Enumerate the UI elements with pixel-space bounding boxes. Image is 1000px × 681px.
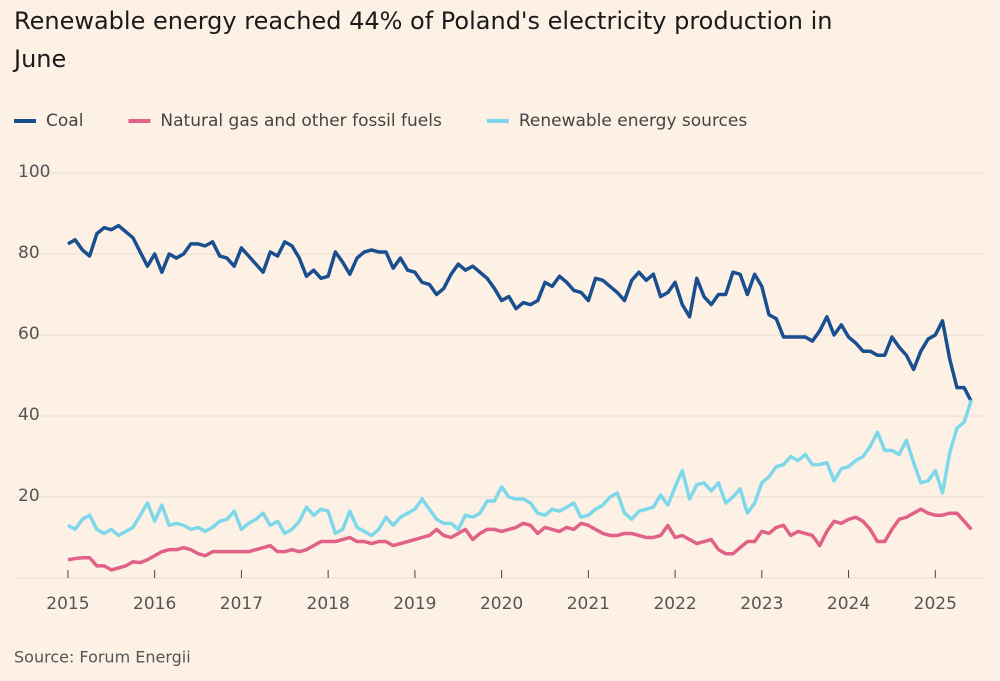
line bbox=[67, 507, 973, 572]
legend-label: Renewable energy sources bbox=[519, 111, 748, 131]
y-tick-label: 20 bbox=[18, 486, 40, 506]
x-tick-label: 2016 bbox=[133, 594, 176, 614]
line bbox=[67, 399, 974, 538]
legend-label: Coal bbox=[46, 111, 83, 131]
x-tick-label: 2021 bbox=[567, 594, 610, 614]
x-tick-label: 2015 bbox=[46, 594, 89, 614]
x-tick-label: 2020 bbox=[480, 594, 523, 614]
x-tick-label: 2018 bbox=[307, 594, 350, 614]
chart-title: June bbox=[12, 45, 66, 73]
y-tick-label: 60 bbox=[18, 324, 40, 344]
line bbox=[67, 223, 974, 403]
y-tick-label: 100 bbox=[18, 162, 50, 182]
x-tick-label: 2022 bbox=[653, 594, 696, 614]
x-tick-label: 2025 bbox=[914, 594, 957, 614]
y-tick-label: 80 bbox=[18, 243, 40, 263]
chart-title: Renewable energy reached 44% of Poland's… bbox=[14, 7, 832, 35]
x-tick-label: 2019 bbox=[393, 594, 436, 614]
x-tick-label: 2017 bbox=[220, 594, 263, 614]
legend-label: Natural gas and other fossil fuels bbox=[160, 111, 442, 131]
source: Source: Forum Energii bbox=[14, 648, 191, 667]
y-tick-label: 40 bbox=[18, 405, 40, 425]
x-tick-label: 2023 bbox=[740, 594, 783, 614]
x-tick-label: 2024 bbox=[827, 594, 870, 614]
